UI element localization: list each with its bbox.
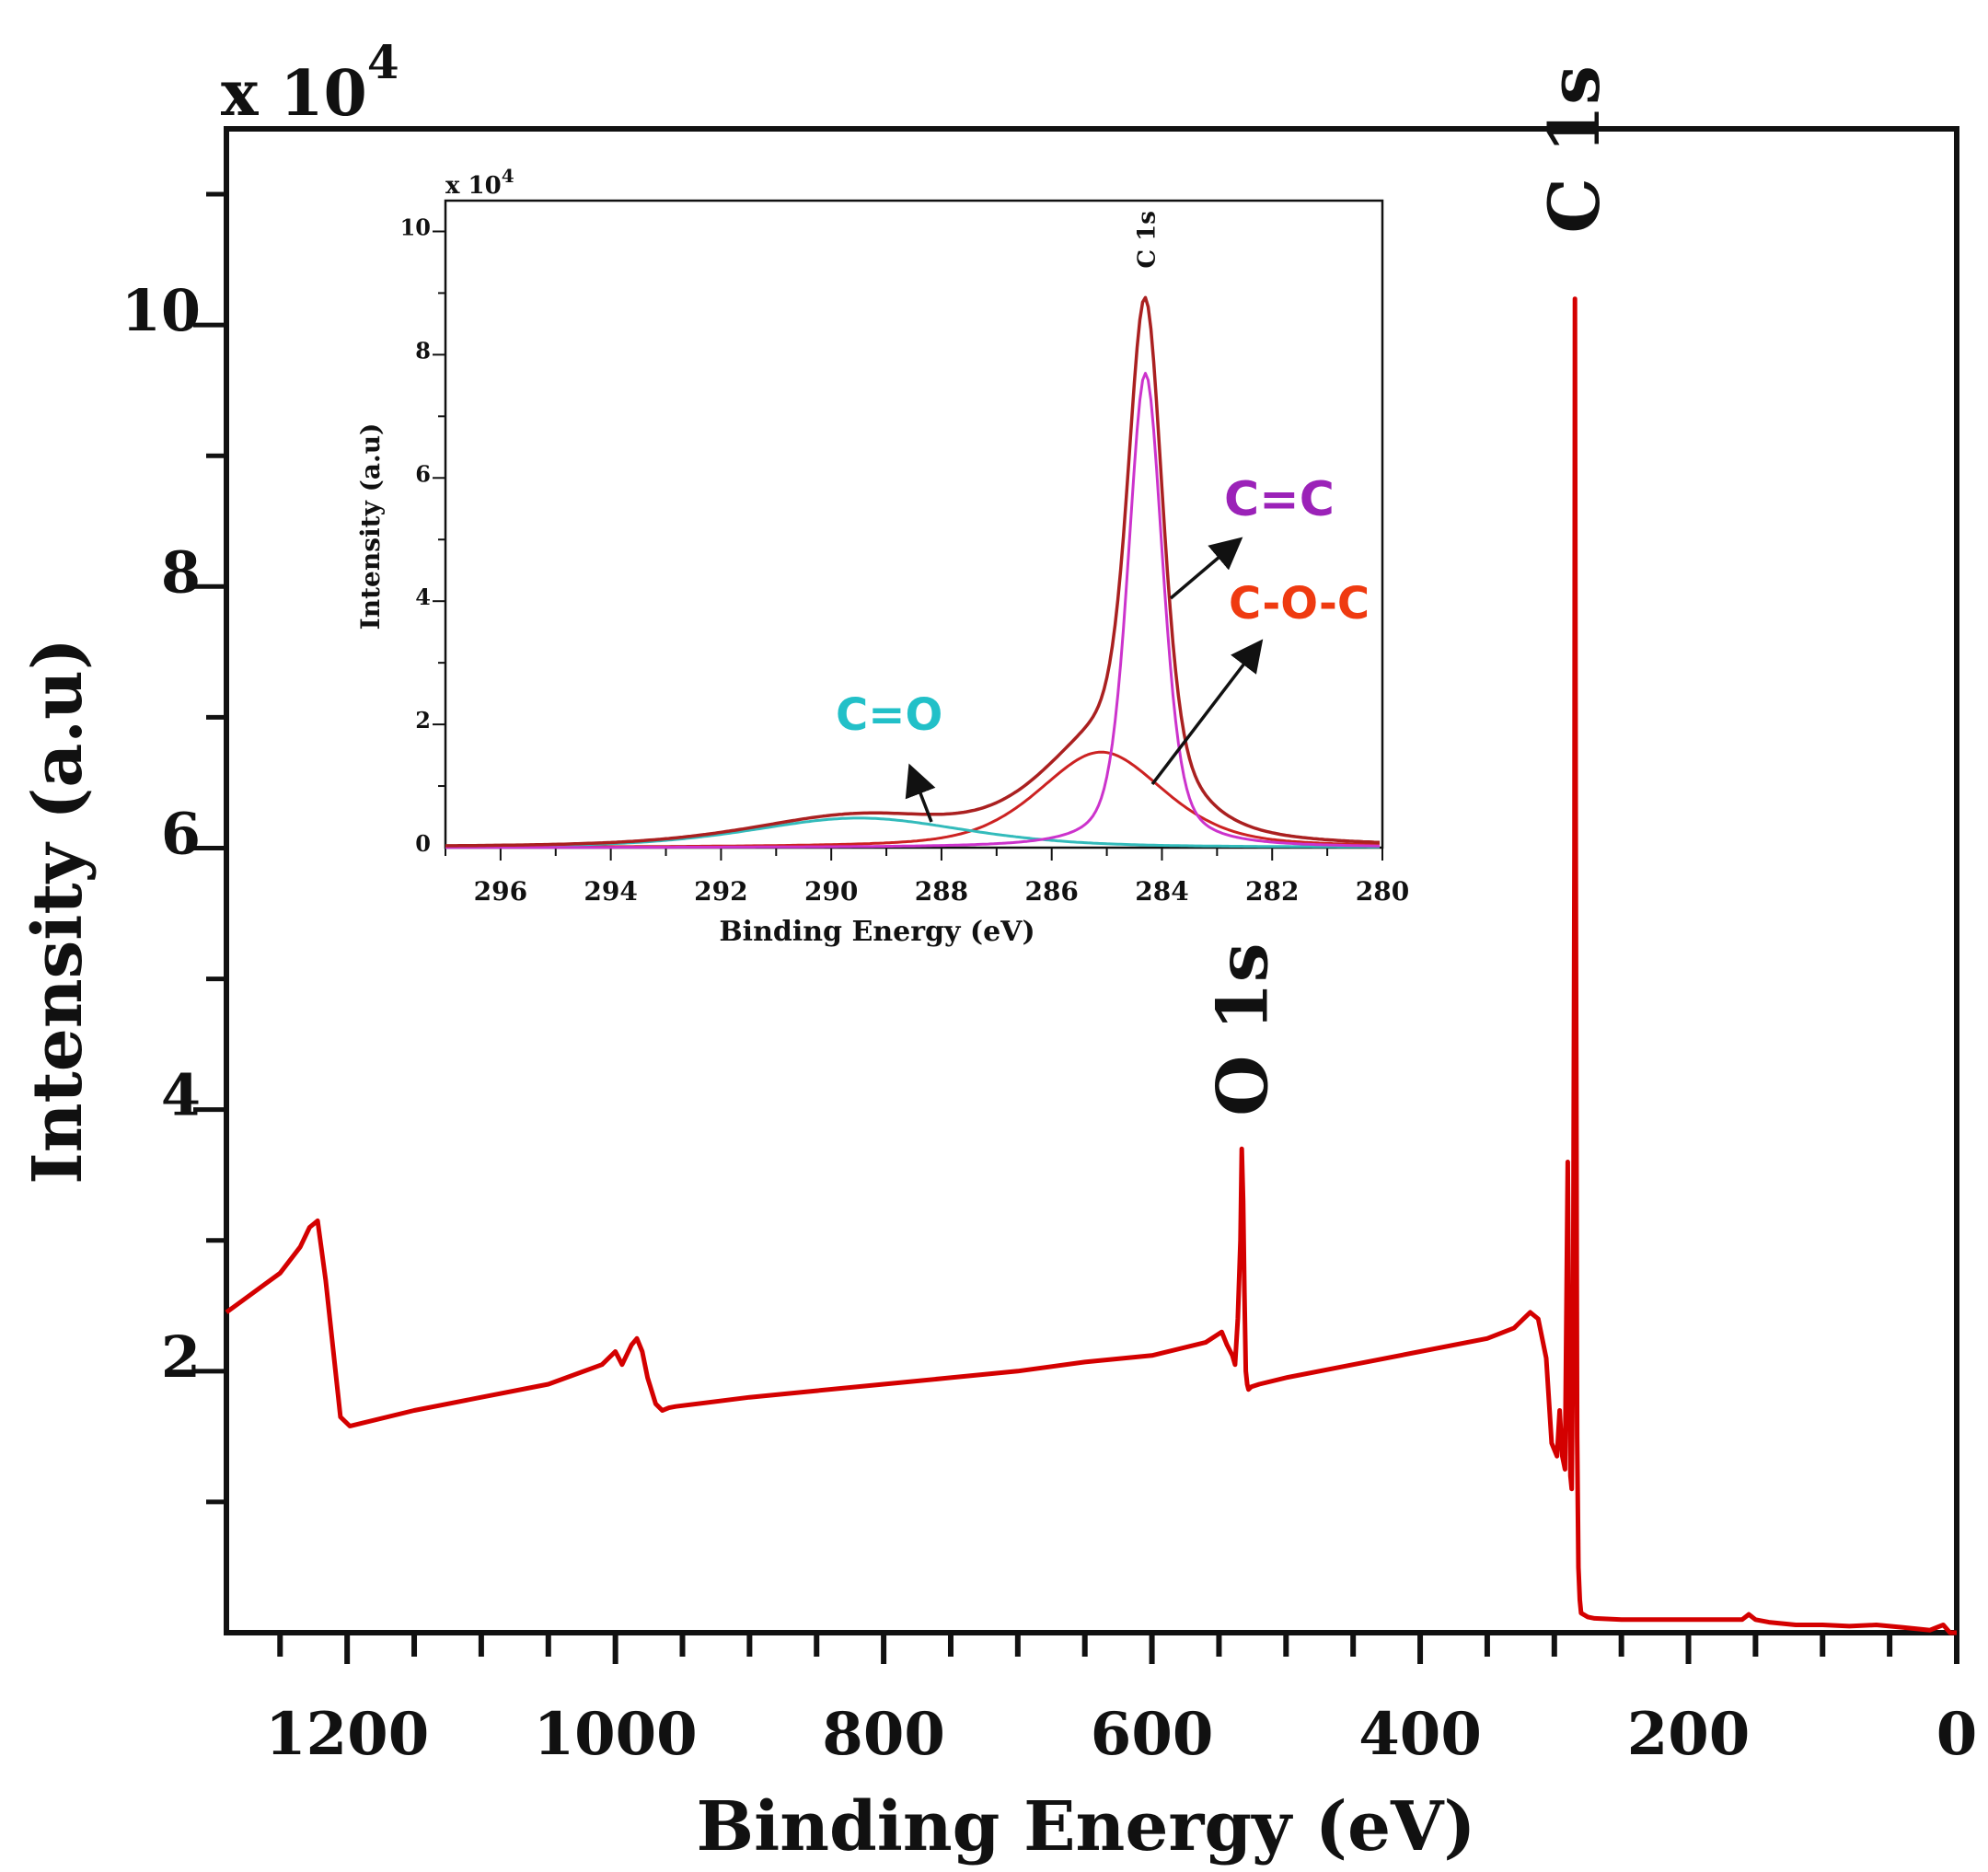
main-x-tick-label: 1000 [534, 1700, 698, 1769]
inset-envelope-line [445, 295, 1381, 848]
inset-x-axis-title: Binding Energy (eV) [719, 916, 1034, 948]
inset-y-tick-label: 4 [415, 584, 431, 610]
main-x-tick-label: 800 [822, 1700, 945, 1769]
inset-x-tick-label: 294 [584, 876, 637, 907]
co-label: C=O [836, 689, 942, 741]
co-arrow [905, 763, 936, 823]
main-y-tick-label: 8 [161, 538, 201, 606]
survey-spectrum-line [225, 296, 1957, 1635]
inset-x-tick-label: 292 [694, 876, 747, 907]
inset-y-axis-title: Intensity (a.u) [355, 423, 386, 630]
inset-y-tick-label: 8 [415, 337, 431, 364]
cc-label: C=C [1224, 472, 1335, 527]
main-y-multiplier: x 104 [221, 35, 399, 131]
inset-x-tick-label: 282 [1245, 876, 1299, 907]
inset-y-multiplier: x 104 [445, 165, 514, 200]
o1s-peak-label: O 1s [1202, 942, 1284, 1115]
inset-cc-component-line [445, 372, 1380, 849]
main-y-tick-label: 6 [161, 800, 201, 867]
main-y-axis-title: Intensity (a.u) [18, 638, 98, 1184]
c1s-peak-label: C 1s [1533, 65, 1615, 234]
main-y-tick-label: 10 [121, 277, 201, 344]
inset-y-multiplier-exponent: 4 [502, 165, 514, 187]
inset-y-multiplier-base: x 10 [445, 172, 502, 200]
main-x-tick-label: 1200 [265, 1700, 429, 1769]
main-y-multiplier-base: x 10 [221, 57, 367, 131]
main-x-tick-label: 400 [1358, 1700, 1482, 1769]
inset-x-tick-label: 296 [474, 876, 527, 907]
main-y-tick-label: 4 [161, 1062, 201, 1129]
inset-x-tick-label: 280 [1356, 876, 1409, 907]
coc-label: C-O-C [1229, 578, 1370, 630]
main-y-multiplier-exponent: 4 [367, 35, 399, 89]
inset-x-tick-label: 290 [804, 876, 858, 907]
main-x-tick-label: 600 [1091, 1700, 1214, 1769]
inset-x-tick-label: 284 [1135, 876, 1188, 907]
main-y-tick-label: 2 [161, 1323, 201, 1391]
inset-y-tick-label: 6 [415, 460, 431, 487]
main-x-tick-label: 200 [1627, 1700, 1751, 1769]
inset-y-tick-label: 10 [400, 214, 431, 240]
inset-y-tick-label: 0 [415, 830, 431, 857]
inset-x-tick-label: 288 [915, 876, 968, 907]
main-x-axis-title: Binding Energy (eV) [697, 1787, 1476, 1866]
inset-y-tick-label: 2 [415, 707, 431, 734]
cc-arrow [1169, 537, 1243, 600]
main-x-tick-label: 0 [1936, 1700, 1978, 1769]
main-plot-frame [224, 126, 1959, 1635]
inset-c1s-peak-label: C 1s [1134, 211, 1162, 268]
inset-x-tick-label: 286 [1024, 876, 1078, 907]
inset-plot-frame [444, 199, 1384, 849]
coc-arrow [1150, 639, 1264, 786]
